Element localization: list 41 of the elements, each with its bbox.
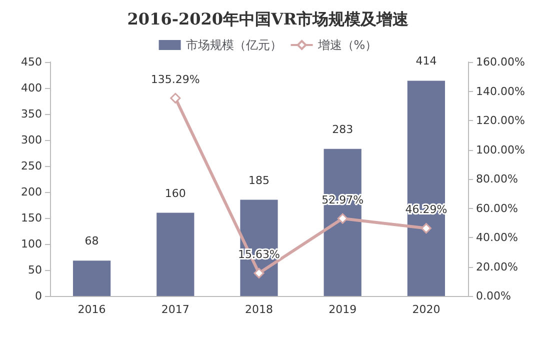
x-tick-label: 2020 <box>412 303 440 316</box>
x-tick-label: 2016 <box>78 303 106 316</box>
y-tick-label: 400 <box>21 82 42 94</box>
legend-label: 增速（%） <box>316 38 378 52</box>
data-label: 68 <box>84 234 99 248</box>
data-label: 135.29% <box>150 72 200 86</box>
chart-title: 2016-2020年中国VR市场规模及增速 <box>127 10 410 28</box>
y2-tick-label: 80.00% <box>476 172 518 186</box>
y-tick-label: 250 <box>21 160 42 172</box>
y2-tick-label: 140.00% <box>476 84 525 98</box>
x-tick-label: 2019 <box>328 303 357 316</box>
data-label: 414 <box>416 54 437 68</box>
bar <box>156 212 194 296</box>
bar <box>324 148 362 296</box>
y2-tick-label: 40.00% <box>476 231 518 244</box>
point <box>170 92 181 104</box>
data-label: 185 <box>248 174 270 187</box>
y2-tick-label: 0.00% <box>476 290 511 302</box>
bar <box>407 80 446 296</box>
y-tick-label: 0 <box>35 290 42 302</box>
y2-tick-label: 120.00% <box>476 114 525 127</box>
data-label: 283 <box>332 122 354 136</box>
data-label: 160 <box>164 186 186 200</box>
point <box>254 268 264 278</box>
y2-tick-label: 20.00% <box>476 260 518 274</box>
y2-tick-label: 160.00% <box>476 56 525 68</box>
x-tick-label: 2018 <box>245 303 273 316</box>
point <box>337 213 348 224</box>
y-tick-label: 300 <box>21 134 42 146</box>
y-tick-label: 100 <box>21 238 42 250</box>
bar <box>72 260 111 296</box>
y-tick-label: 450 <box>21 56 42 68</box>
y-tick-label: 350 <box>21 108 42 120</box>
y-tick-label: 200 <box>21 186 42 198</box>
y2-tick-label: 60.00% <box>476 202 518 215</box>
y-tick-label: 150 <box>21 212 42 224</box>
y-tick-label: 50 <box>28 264 42 276</box>
legend-label: 市场规模（亿元） <box>186 38 282 52</box>
x-tick-label: 2017 <box>161 303 190 316</box>
y2-tick-label: 100.00% <box>476 143 525 156</box>
point <box>420 223 432 234</box>
